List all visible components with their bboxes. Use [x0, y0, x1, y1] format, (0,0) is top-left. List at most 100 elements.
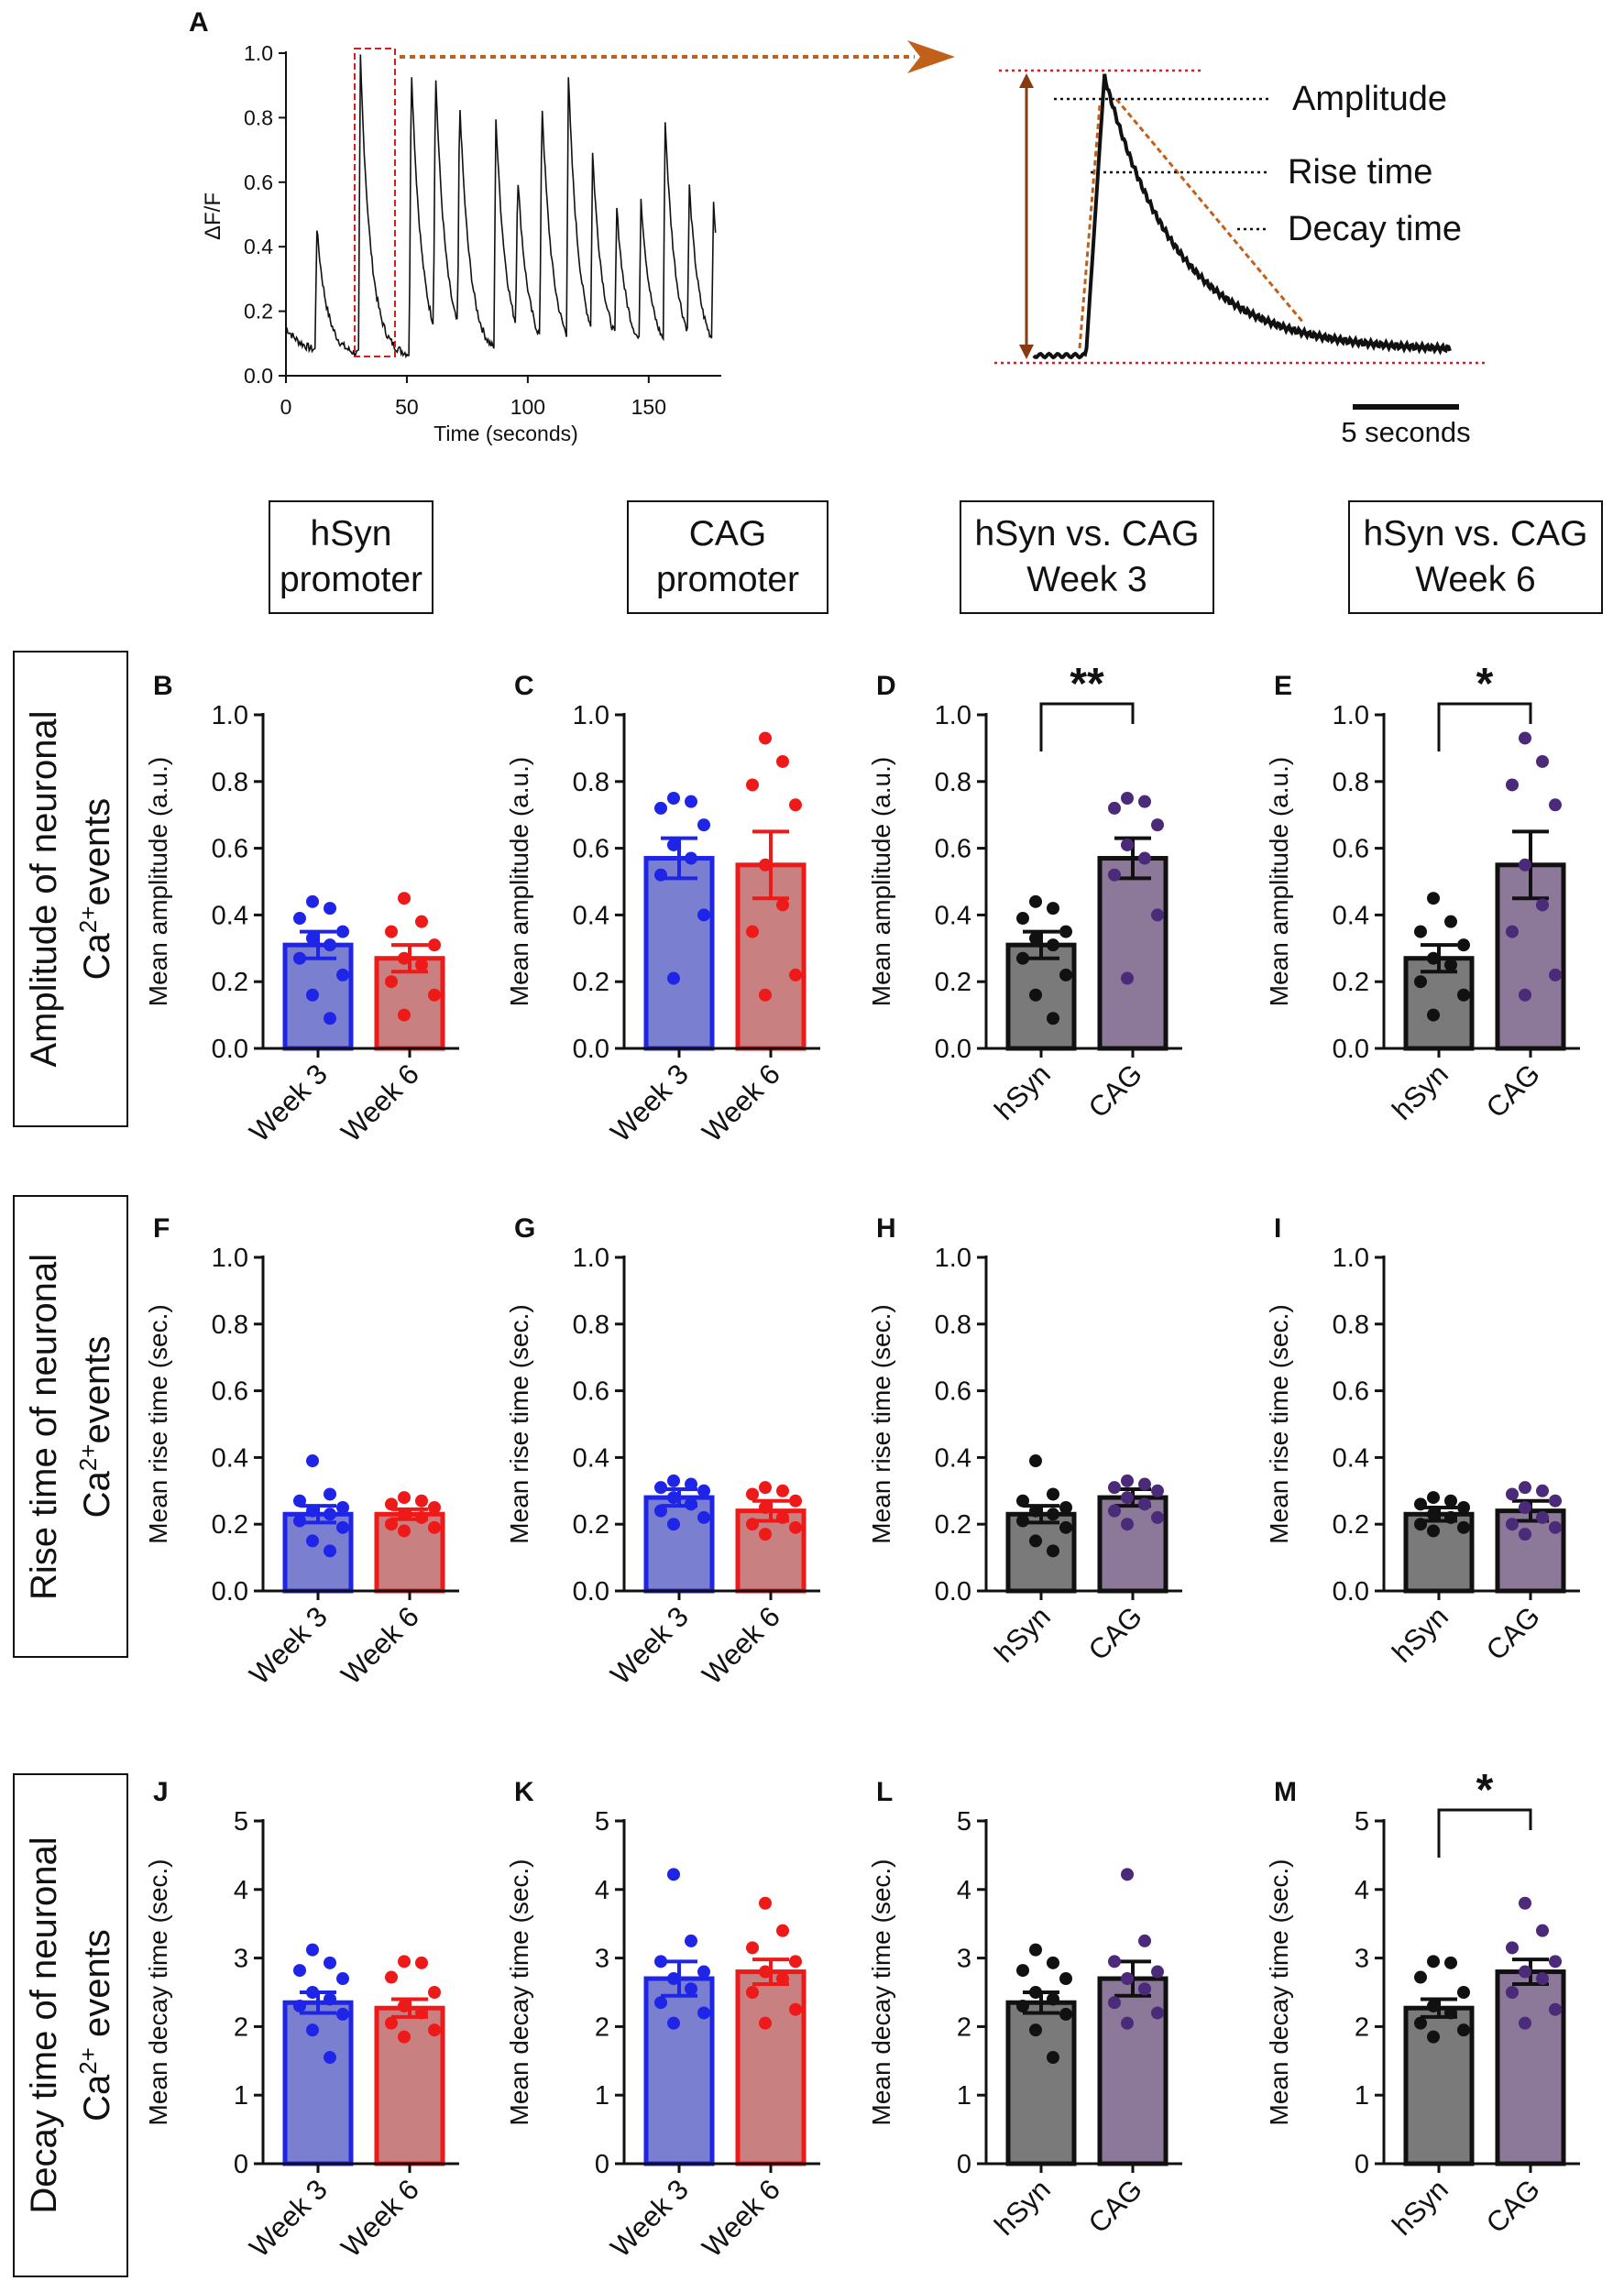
data-point-F: [336, 1520, 349, 1534]
y-tick-label-K: 5: [595, 1807, 609, 1837]
data-point-M: [1536, 1972, 1549, 1986]
y-tick-label-D: 0.2: [935, 968, 971, 997]
data-point-E: [1506, 925, 1519, 938]
y-tick-label-K: 2: [595, 2012, 609, 2042]
data-point-B: [324, 1012, 336, 1025]
significance-bracket-M: [1437, 1808, 1532, 1858]
data-point-I: [1427, 1508, 1440, 1521]
panel-label-H: H: [876, 1213, 896, 1244]
data-point-L: [1108, 1955, 1121, 1968]
data-point-D: [1047, 938, 1059, 952]
data-point-D: [1016, 951, 1029, 965]
y-tick-label-G: 0.6: [573, 1377, 609, 1407]
data-point-I: [1549, 1520, 1562, 1534]
data-point-J: [415, 1956, 428, 1969]
data-point-B: [306, 931, 319, 945]
data-point-K: [759, 1965, 772, 1979]
data-point-B: [398, 951, 411, 965]
data-point-L: [1029, 2023, 1042, 2037]
data-point-C: [654, 868, 667, 882]
data-point-J: [293, 1964, 306, 1978]
data-point-B: [306, 894, 319, 908]
scale-bar-label: 5 seconds: [1341, 416, 1470, 448]
data-point-F: [398, 1491, 411, 1505]
y-tick-label-J: 4: [234, 1876, 248, 1905]
data-point-M: [1457, 1986, 1470, 1999]
data-point-B: [324, 938, 336, 952]
panel-label-A: A: [189, 7, 209, 38]
data-point-I: [1414, 1518, 1427, 1531]
x-tick-label-M: CAG: [1480, 2173, 1546, 2239]
data-point-B: [428, 938, 441, 952]
header-hsyn-promoter: hSyn promoter: [269, 500, 433, 614]
significance-marker-M: *: [1476, 1766, 1494, 1815]
y-tick-label-C: 0.2: [573, 968, 609, 997]
y-tick-label-A: 0.6: [244, 170, 273, 194]
trace-line: [285, 54, 717, 359]
x-tick-label-A: 0: [280, 395, 292, 419]
data-point-M: [1414, 1970, 1427, 1984]
data-point-L: [1108, 1996, 1121, 2010]
data-point-J: [324, 1992, 336, 2006]
data-point-L: [1138, 1934, 1151, 1947]
data-point-C: [776, 754, 789, 768]
bar-D-cag: [1097, 856, 1169, 1051]
zoom-arrow-head: [907, 40, 955, 73]
data-point-G: [667, 1518, 680, 1531]
data-point-H: [1016, 1494, 1029, 1508]
y-tick-label-F: 0.2: [212, 1510, 248, 1540]
data-point-H: [1138, 1477, 1151, 1491]
data-point-K: [759, 2016, 772, 2030]
x-tick-label-K: Week 3: [604, 2173, 695, 2264]
y-axis-label-H: Mean rise time (sec.): [867, 1304, 895, 1543]
data-point-E: [1536, 754, 1549, 768]
panel-label-L: L: [876, 1777, 893, 1807]
bar-C-week3: [643, 856, 715, 1051]
data-point-F: [306, 1534, 319, 1548]
y-tick-label-I: 0.0: [1333, 1577, 1369, 1607]
data-point-I: [1519, 1481, 1531, 1495]
data-point-L: [1016, 1999, 1029, 2012]
y-tick-label-D: 1.0: [935, 701, 971, 730]
x-tick-label-A: 50: [395, 395, 419, 419]
bar-K-week6: [735, 1969, 807, 2166]
data-point-G: [759, 1481, 772, 1495]
x-tick-label-H: CAG: [1082, 1600, 1148, 1666]
x-tick-label-D: CAG: [1082, 1058, 1148, 1124]
y-tick-label-L: 0: [957, 2150, 971, 2179]
inset-trace: [1032, 73, 1452, 360]
data-point-D: [1029, 931, 1042, 945]
data-point-E: [1414, 925, 1427, 938]
y-tick-label-C: 1.0: [573, 701, 609, 730]
x-tick-label-I: hSyn: [1386, 1600, 1454, 1669]
x-tick-label-J: Week 6: [335, 2173, 425, 2264]
row-label-amplitude: Amplitude of neuronal Ca2+events: [13, 651, 128, 1127]
y-tick-label-J: 0: [234, 2150, 248, 2179]
y-tick-label-M: 1: [1355, 2081, 1369, 2111]
data-point-E: [1536, 898, 1549, 912]
y-tick-label-E: 0.0: [1333, 1035, 1369, 1064]
x-tick-label-F: Week 3: [243, 1600, 334, 1691]
data-point-G: [746, 1487, 759, 1501]
y-tick-label-H: 0.8: [935, 1310, 971, 1340]
significance-marker-D: **: [1070, 660, 1104, 708]
data-point-J: [385, 1970, 398, 1984]
data-point-D: [1047, 1012, 1059, 1025]
data-point-I: [1506, 1518, 1519, 1531]
data-point-C: [776, 898, 789, 912]
data-point-E: [1427, 892, 1440, 905]
x-tick-label-J: Week 3: [243, 2173, 334, 2264]
data-point-L: [1047, 1992, 1059, 2006]
data-point-H: [1138, 1497, 1151, 1511]
data-point-F: [385, 1497, 398, 1511]
x-tick-label-G: Week 6: [696, 1600, 786, 1691]
zoom-box: [354, 48, 396, 357]
y-tick-label-I: 0.2: [1333, 1510, 1369, 1540]
data-point-H: [1108, 1481, 1121, 1495]
data-point-D: [1108, 868, 1121, 882]
data-point-H: [1047, 1487, 1059, 1501]
y-tick-label-C: 0.6: [573, 835, 609, 864]
data-point-F: [415, 1494, 428, 1508]
data-point-M: [1549, 1955, 1562, 1968]
x-tick-label-F: Week 6: [335, 1600, 425, 1691]
